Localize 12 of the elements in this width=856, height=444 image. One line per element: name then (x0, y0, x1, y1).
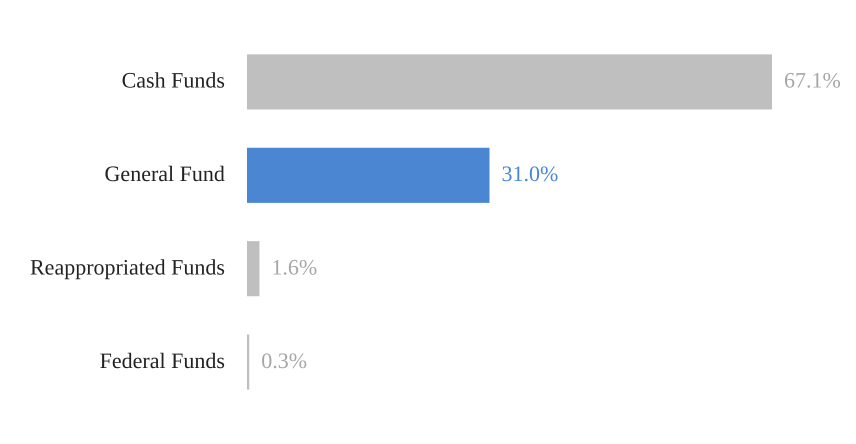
y-tick-label: Reappropriated Funds (30, 254, 225, 280)
bar (246, 54, 772, 110)
y-tick-label: General Fund (104, 161, 225, 186)
bar (246, 148, 490, 203)
data-label: 1.6% (271, 254, 318, 280)
y-tick-label: Cash Funds (122, 68, 225, 93)
bar (246, 241, 260, 296)
y-tick-label: Federal Funds (100, 348, 225, 373)
data-label: 31.0% (502, 161, 558, 186)
bar (246, 334, 250, 390)
data-label: 0.3% (261, 348, 308, 373)
data-label: 67.1% (784, 68, 841, 93)
